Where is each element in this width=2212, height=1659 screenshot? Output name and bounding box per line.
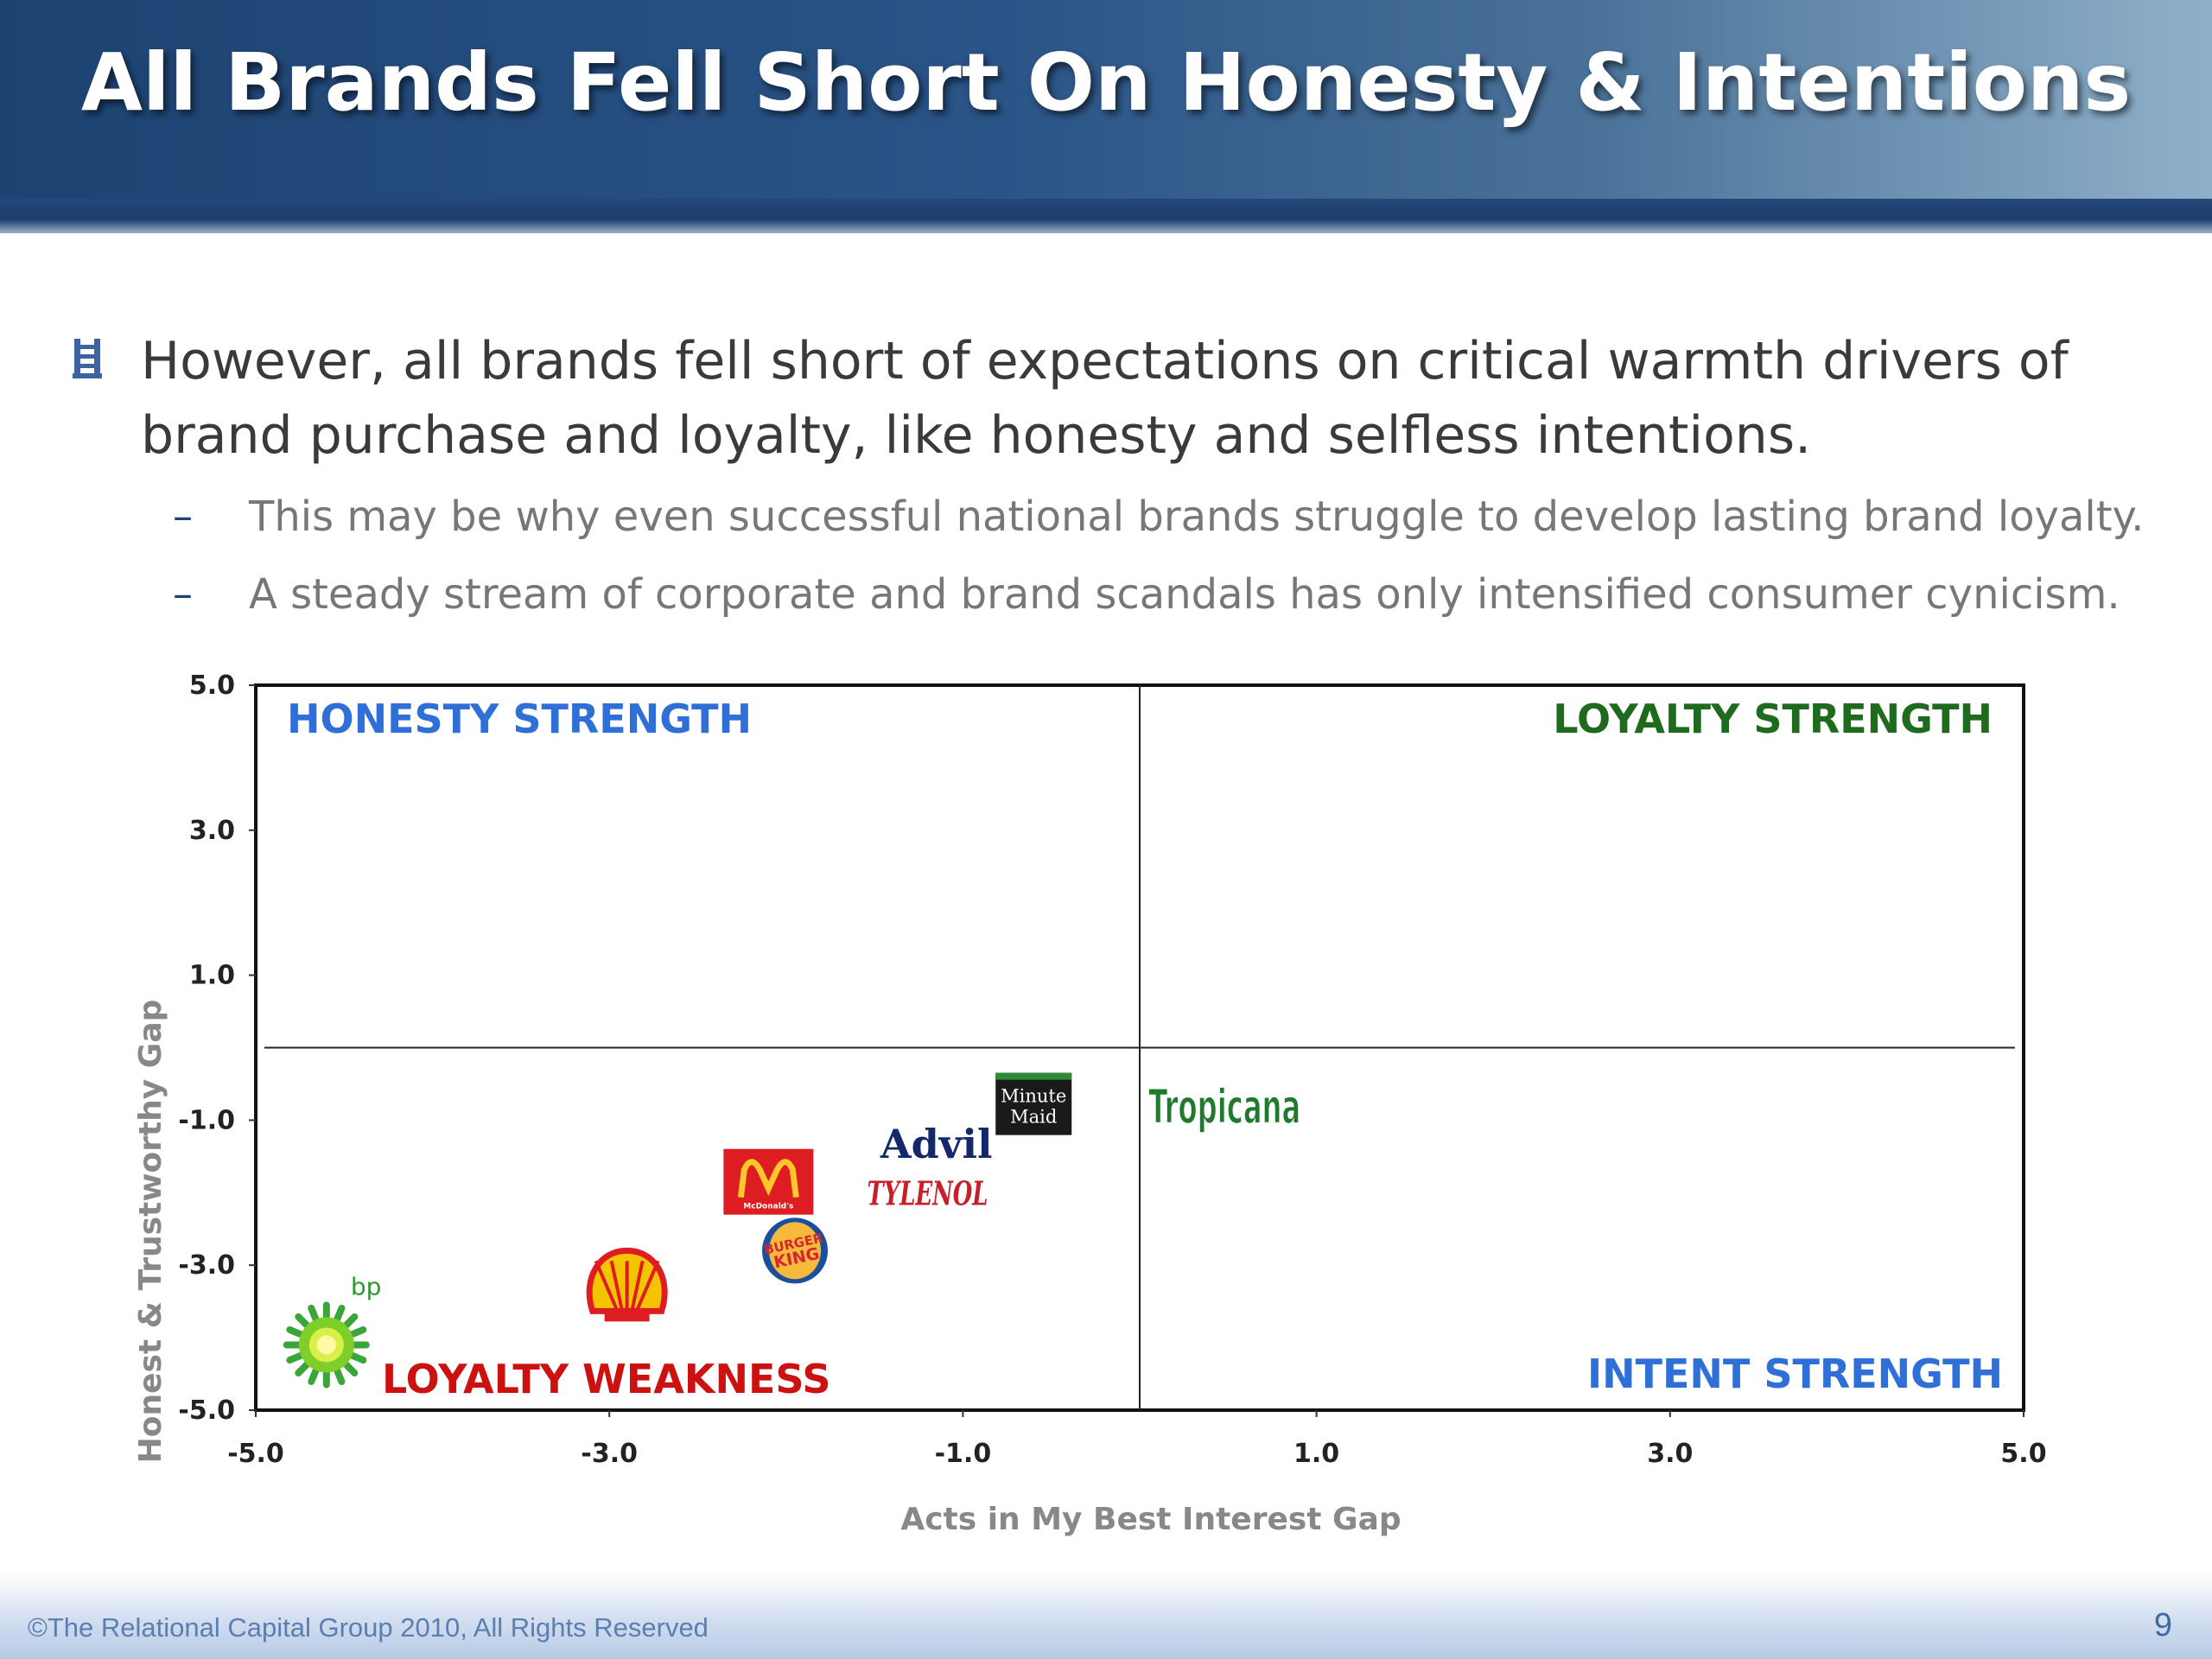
x-axis-label: Acts in My Best Interest Gap	[900, 1502, 1401, 1537]
y-tick-label: -5.0	[178, 1395, 235, 1426]
brand-point-tropicana: Tropicana	[1147, 1079, 1301, 1135]
x-tick-label: -1.0	[935, 1439, 992, 1469]
x-tick-label: 1.0	[1294, 1439, 1339, 1469]
brand-point-bp: bp	[283, 1272, 382, 1389]
sub-bullet-dash: –	[173, 570, 193, 617]
title-bar-band	[0, 199, 2212, 233]
x-tick-label: 5.0	[2000, 1439, 2046, 1469]
brand-point-shell	[586, 1247, 668, 1322]
y-tick-label: 5.0	[189, 671, 235, 701]
brand-point-advil: Advil	[880, 1121, 993, 1167]
y-tick-label: 3.0	[189, 816, 235, 846]
x-tick-label: -3.0	[581, 1439, 638, 1469]
mcdonalds-wordmark: McDonald's	[743, 1203, 793, 1211]
bp-label: bp	[351, 1272, 382, 1300]
sub-bullet-2: A steady stream of corporate and brand s…	[249, 570, 2120, 619]
y-tick-label: -3.0	[178, 1250, 235, 1281]
quadrant-label-loyalty-strength: LOYALTY STRENGTH	[1553, 696, 1993, 742]
sub-bullet-1: This may be why even successful national…	[249, 493, 2145, 541]
minute-maid-wordmark: Minute	[1001, 1086, 1066, 1107]
quadrant-label-intent-strength: INTENT STRENGTH	[1587, 1351, 2003, 1397]
quadrant-label-loyalty-weakness: LOYALTY WEAKNESS	[382, 1356, 831, 1402]
sub-bullet-dash: –	[173, 493, 193, 539]
y-axis-label: Honest & Trustworthy Gap	[133, 1000, 168, 1464]
page-number: 9	[2153, 1607, 2172, 1643]
copyright-text: ©The Relational Capital Group 2010, All …	[28, 1612, 709, 1643]
brand-gap-chart: -5.0 -3.0 -1.0 1.0 3.0 5.0 5.0 3.0 1.0 -1.0 -3.0 -5…	[133, 671, 2047, 1537]
advil-wordmark: Advil	[880, 1121, 993, 1167]
slide-title: All Brands Fell Short On Honesty & Inten…	[80, 36, 2132, 129]
tropicana-wordmark: Tropicana	[1148, 1080, 1300, 1135]
title-bar	[0, 0, 2212, 199]
ladder-icon	[73, 339, 102, 378]
x-tick-label: -5.0	[227, 1439, 284, 1469]
y-tick-label: -1.0	[178, 1105, 235, 1135]
tylenol-wordmark: TYLENOL	[867, 1173, 988, 1212]
quadrant-label-honesty-strength: HONESTY STRENGTH	[287, 696, 752, 742]
main-bullet: However, all brands fell short of expect…	[141, 331, 2069, 466]
brand-point-mcdonald-s: McDonald's	[723, 1148, 814, 1215]
y-tick-label: 1.0	[189, 961, 235, 991]
brand-point-tylenol: TYLENOL	[867, 1173, 988, 1212]
footer-bar	[0, 1573, 2212, 1659]
x-tick-label: 3.0	[1647, 1439, 1693, 1469]
minute-maid-wordmark: Maid	[1010, 1107, 1057, 1128]
